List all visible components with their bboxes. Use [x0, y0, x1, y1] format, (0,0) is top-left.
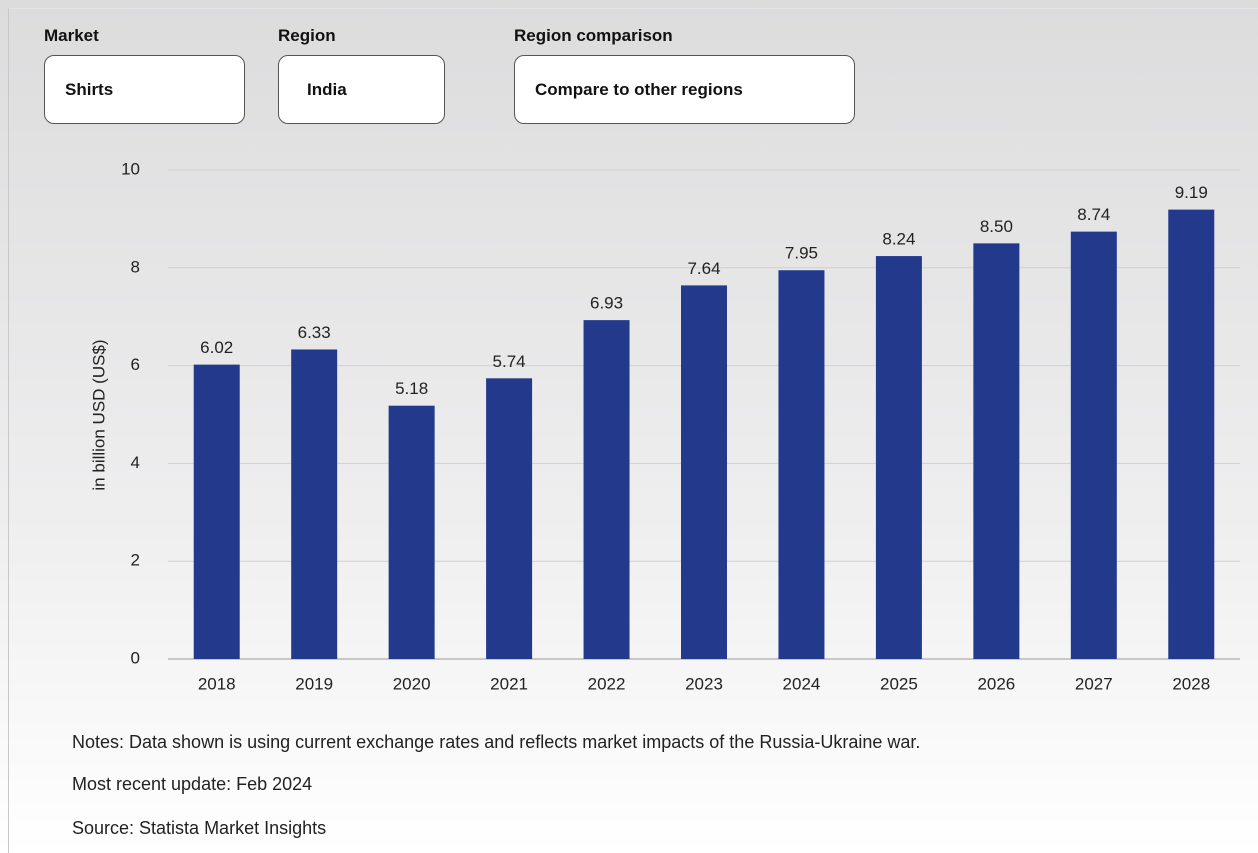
- note: Most recent update: Feb 2024: [72, 774, 313, 794]
- chart: in billion USD (US$) 0 2 4 6 8 10 2018 6.02 2019…: [89, 159, 1240, 693]
- data-label: 8.24: [882, 230, 915, 249]
- y-tick-label: 2: [131, 551, 140, 570]
- y-tick-label: 8: [131, 257, 140, 276]
- data-label: 6.33: [298, 323, 331, 342]
- x-tick-label: 2027: [1075, 674, 1113, 693]
- data-label: 7.64: [687, 259, 720, 278]
- filter-dropdown[interactable]: Compare to other regions: [514, 55, 855, 124]
- filter-label: Market: [44, 26, 99, 45]
- filter-dropdown[interactable]: India: [278, 55, 445, 124]
- bar: [1070, 231, 1117, 659]
- y-axis-label: in billion USD (US$): [89, 339, 108, 490]
- bar: [778, 270, 825, 659]
- x-tick-label: 2028: [1172, 674, 1210, 693]
- note: Notes: Data shown is using current excha…: [72, 732, 921, 752]
- bar: [1168, 209, 1215, 659]
- bar: [291, 349, 338, 659]
- x-tick-label: 2025: [880, 674, 918, 693]
- data-label: 6.02: [200, 338, 233, 357]
- y-tick-label: 6: [131, 355, 140, 374]
- filter-label: Region: [278, 26, 336, 45]
- frame: [8, 8, 1258, 853]
- filter-dropdown[interactable]: Shirts: [44, 55, 245, 124]
- x-tick-label: 2023: [685, 674, 723, 693]
- data-label: 6.93: [590, 294, 623, 313]
- y-tick-label: 0: [131, 648, 140, 667]
- x-tick-label: 2018: [198, 674, 236, 693]
- data-label: 5.18: [395, 379, 428, 398]
- bar: [193, 364, 240, 659]
- data-label: 8.50: [980, 217, 1013, 236]
- bar: [681, 285, 727, 659]
- data-label: 9.19: [1175, 183, 1208, 202]
- data-label: 8.74: [1077, 205, 1110, 224]
- note: Source: Statista Market Insights: [72, 818, 327, 838]
- bar: [875, 256, 922, 659]
- bar: [388, 405, 435, 659]
- filter-label: Region comparison: [514, 26, 673, 45]
- x-tick-label: 2019: [295, 674, 333, 693]
- x-tick-label: 2022: [588, 674, 626, 693]
- y-tick-label: 10: [121, 159, 140, 178]
- data-label: 5.74: [493, 352, 526, 371]
- x-tick-label: 2020: [393, 674, 431, 693]
- y-tick-label: 4: [131, 453, 140, 472]
- bar: [486, 378, 533, 659]
- data-label: 7.95: [785, 244, 818, 263]
- bar: [973, 243, 1020, 659]
- x-tick-label: 2024: [783, 674, 821, 693]
- x-tick-label: 2021: [490, 674, 528, 693]
- x-tick-label: 2026: [977, 674, 1015, 693]
- bar: [583, 320, 630, 659]
